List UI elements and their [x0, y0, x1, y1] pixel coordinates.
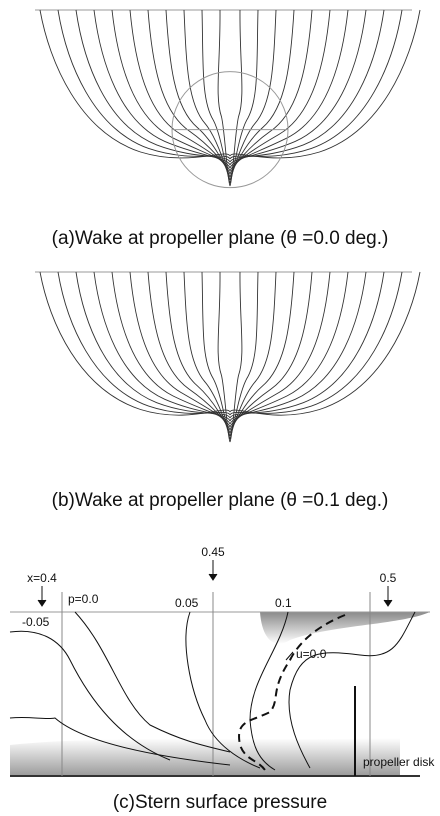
contour-label: -0.05 — [22, 615, 50, 629]
panel-c: (c)Stern surface pressure x=0.4 0.45 0.5 p=0… — [10, 545, 435, 813]
wake-contour — [130, 10, 330, 171]
wake-contour — [202, 272, 258, 439]
figure: (a)Wake at propeller plane (θ =0.0 deg.)… — [0, 0, 440, 816]
wake-contour — [112, 10, 348, 168]
contour-label: 0.05 — [175, 596, 199, 610]
hull-shade — [260, 612, 430, 644]
wake-contour — [94, 10, 366, 165]
wake-contour — [148, 272, 312, 430]
panel-a: (a)Wake at propeller plane (θ =0.0 deg.) — [35, 10, 420, 249]
wake-contour — [40, 272, 420, 415]
wake-contour — [112, 272, 348, 424]
caption: (a)Wake at propeller plane (θ =0.0 deg.) — [52, 228, 389, 249]
wake-contour — [148, 10, 312, 174]
wake-contour — [202, 10, 258, 183]
panel-b: (b)Wake at propeller plane (θ =0.1 deg.) — [35, 272, 420, 511]
station-label: 0.45 — [201, 545, 225, 559]
wake-contour — [94, 272, 366, 421]
contour-label: p=0.0 — [68, 592, 99, 606]
station-label: x=0.4 — [27, 571, 57, 585]
contour-label: 0.1 — [275, 596, 292, 610]
hull-shade — [10, 738, 400, 776]
contour-label: u=0.0 — [296, 647, 327, 661]
caption: (c)Stern surface pressure — [113, 792, 327, 813]
station-label: 0.5 — [380, 571, 397, 585]
wake-contour — [76, 10, 384, 162]
wake-contour — [76, 272, 384, 418]
contour-label: propeller disk — [363, 755, 435, 769]
caption: (b)Wake at propeller plane (θ =0.1 deg.) — [52, 490, 389, 511]
